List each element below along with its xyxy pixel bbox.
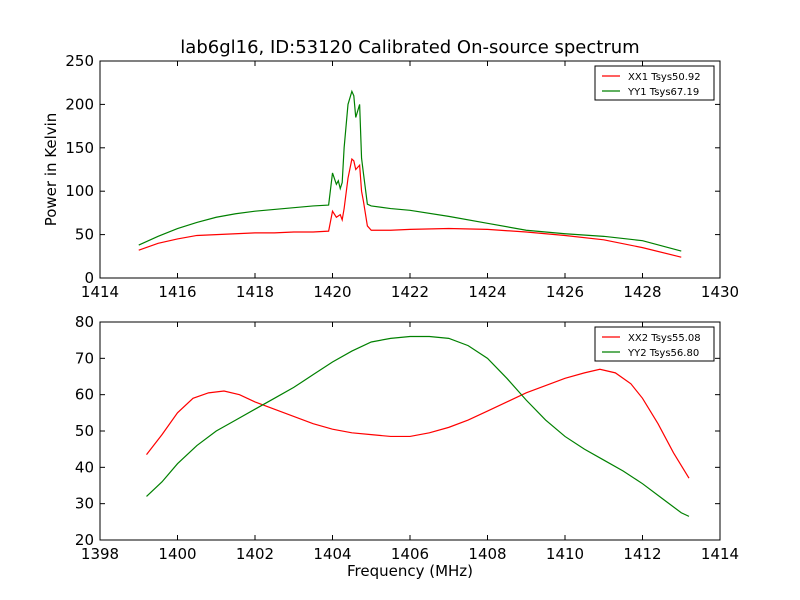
x-tick-label: 1414: [81, 283, 119, 301]
legend-entry: XX2 Tsys55.08: [628, 333, 701, 344]
y-tick-label: 50: [75, 226, 94, 244]
x-tick-label: 1420: [313, 283, 351, 301]
chart-title: lab6gl16, ID:53120 Calibrated On-source …: [180, 37, 639, 58]
x-tick-label: 1430: [701, 283, 739, 301]
legend: XX2 Tsys55.08 YY2 Tsys56.80: [594, 326, 715, 362]
x-tick-label: 1402: [236, 545, 274, 563]
y-tick-label: 30: [75, 495, 94, 513]
y-tick-label: 150: [65, 139, 94, 157]
series-line-2: [138, 89, 682, 252]
x-tick-label: 1422: [391, 283, 429, 301]
x-tick-label: 1428: [623, 283, 661, 301]
x-tick-label: 1416: [158, 283, 196, 301]
x-tick-label: 1408: [468, 545, 506, 563]
legend-entry: XX1 Tsys50.92: [628, 72, 701, 83]
x-tick-label: 1400: [158, 545, 196, 563]
y-axis-label: Power in Kelvin: [42, 113, 60, 227]
x-tick-label: 1404: [313, 545, 351, 563]
y-tick-label: 20: [75, 531, 94, 549]
legend-entry: YY2 Tsys56.80: [627, 348, 699, 359]
legend-entry: YY1 Tsys67.19: [627, 87, 699, 98]
y-tick-label: 70: [75, 349, 94, 367]
y-tick-label: 40: [75, 458, 94, 476]
legend: XX1 Tsys50.92 YY1 Tsys67.19: [594, 65, 715, 101]
series-line-1: [146, 368, 690, 479]
x-tick-label: 1424: [468, 283, 506, 301]
series-line-1: [138, 157, 682, 258]
bottom-subplot: 1398 1400 1402 1404 1406 1408 1410 1412 1414 20 30…: [75, 313, 739, 580]
x-tick-label: 1398: [81, 545, 119, 563]
x-tick-label: 1410: [546, 545, 584, 563]
x-tick-label: 1418: [236, 283, 274, 301]
y-tick-label: 50: [75, 422, 94, 440]
series-line-2: [146, 335, 690, 517]
y-tick-label: 0: [84, 269, 94, 287]
y-tick-label: 200: [65, 95, 94, 113]
x-tick-label: 1426: [546, 283, 584, 301]
x-tick-label: 1406: [391, 545, 429, 563]
y-tick-label: 100: [65, 182, 94, 200]
x-tick-label: 1412: [623, 545, 661, 563]
y-tick-label: 80: [75, 313, 94, 331]
y-tick-label: 250: [65, 52, 94, 70]
x-tick-label: 1414: [701, 545, 739, 563]
y-tick-label: 60: [75, 386, 94, 404]
top-subplot: 1414 1416 1418 1420 1422 1424 1426 1428 1430 0 50 1…: [42, 52, 739, 301]
legend-box: [594, 326, 715, 362]
legend-box: [594, 65, 715, 101]
x-axis-label: Frequency (MHz): [347, 562, 473, 580]
